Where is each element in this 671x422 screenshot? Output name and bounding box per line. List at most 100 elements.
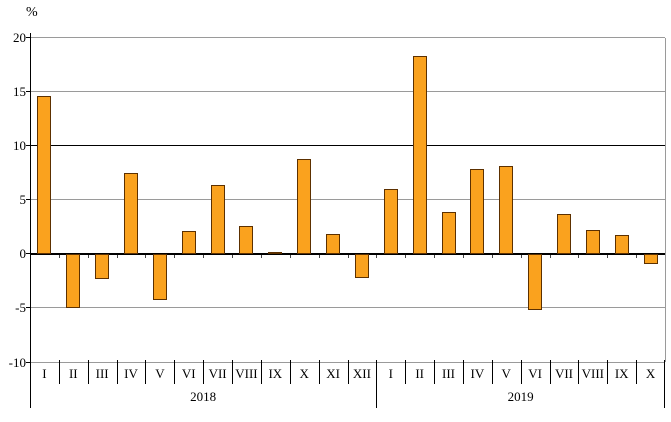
bar [499,166,514,254]
bar [181,231,196,254]
month-separator [462,360,464,384]
y-tick-label: 5 [19,192,27,208]
zero-line-tick [549,254,551,258]
month-label: XI [326,366,340,381]
year-label: 2019 [507,389,534,404]
month-separator [260,360,262,384]
y-tick-label: 10 [13,138,26,154]
bar [37,95,52,254]
bar [268,251,283,254]
bar [383,188,398,254]
month-label: V [155,366,165,381]
zero-line-tick [520,254,522,258]
y-tick-mark [26,145,30,147]
zero-line-tick [462,254,464,258]
bar [643,253,658,264]
month-separator [232,360,234,384]
y-tick-label: 0 [19,246,27,262]
plot-right-border [665,37,666,362]
zero-line-tick [434,254,436,258]
gridline-minor [30,37,665,38]
zero-line-tick [318,254,320,258]
gridline-major [30,252,665,255]
zero-line-tick [203,254,205,258]
month-separator [116,360,118,384]
month-label: X [645,366,656,381]
month-separator [289,360,291,384]
y-tick-mark [26,37,30,38]
zero-line-tick [174,254,176,258]
zero-line-tick [347,254,349,258]
y-axis-unit-label: % [26,5,38,20]
month-separator [58,360,60,384]
y-tick-label: -5 [15,300,26,316]
month-label: I [42,366,47,381]
zero-line-tick [578,254,580,258]
bar [441,211,456,254]
month-separator [607,360,609,384]
month-label: VIII [235,366,258,381]
y-tick-mark [26,253,30,255]
gridline-minor [30,91,665,93]
month-label: XII [352,366,371,381]
bar [239,225,254,254]
zero-line-tick [116,254,118,258]
zero-line-tick [636,254,638,258]
gridline-minor [30,199,665,201]
zero-line-tick [260,254,262,258]
y-tick-label: -10 [8,354,26,370]
bar [297,158,312,254]
month-label: III [95,366,109,381]
zero-line-tick [607,254,609,258]
bar [95,253,110,279]
zero-line-tick [232,254,234,258]
month-separator [203,360,205,384]
y-tick-label: 20 [13,30,26,45]
y-tick-mark [26,91,30,93]
y-tick-label: 15 [13,84,26,100]
month-separator [174,360,176,384]
zero-line-tick [376,254,378,258]
zero-line-tick [405,254,407,258]
y-tick-mark [26,307,30,309]
month-separator [578,360,580,384]
year-boundary-line [664,360,665,408]
month-label: VII [208,366,227,381]
month-label: IV [124,366,138,381]
month-label: VI [181,366,196,381]
gridline-minor [30,307,665,309]
zero-line-tick [289,254,291,258]
month-label: VIII [581,366,605,381]
month-label: IX [614,366,629,381]
zero-line-tick [145,254,147,258]
month-separator [318,360,320,384]
bar [124,172,139,254]
month-label: X [299,366,309,381]
bar [354,253,369,278]
month-separator [491,360,493,384]
month-label: III [442,366,455,381]
bar [556,213,571,254]
year-label: 2018 [190,389,217,404]
month-label: IV [470,366,485,381]
month-separator [405,360,407,384]
month-separator [145,360,147,384]
bar [470,169,485,254]
bar [326,234,341,254]
month-label: IX [268,366,283,381]
zero-line-tick [87,254,89,258]
gridline-major [30,145,665,147]
month-label: V [501,366,511,381]
zero-line-tick [491,254,493,258]
month-separator [87,360,89,384]
month-separator [520,360,522,384]
month-separator [434,360,436,384]
zero-line-tick [58,254,60,258]
month-label: II [415,366,424,381]
month-separator [347,360,349,384]
y-tick-mark [26,199,30,201]
bar [614,235,629,254]
y-tick-mark [26,361,30,363]
bar [412,55,427,254]
